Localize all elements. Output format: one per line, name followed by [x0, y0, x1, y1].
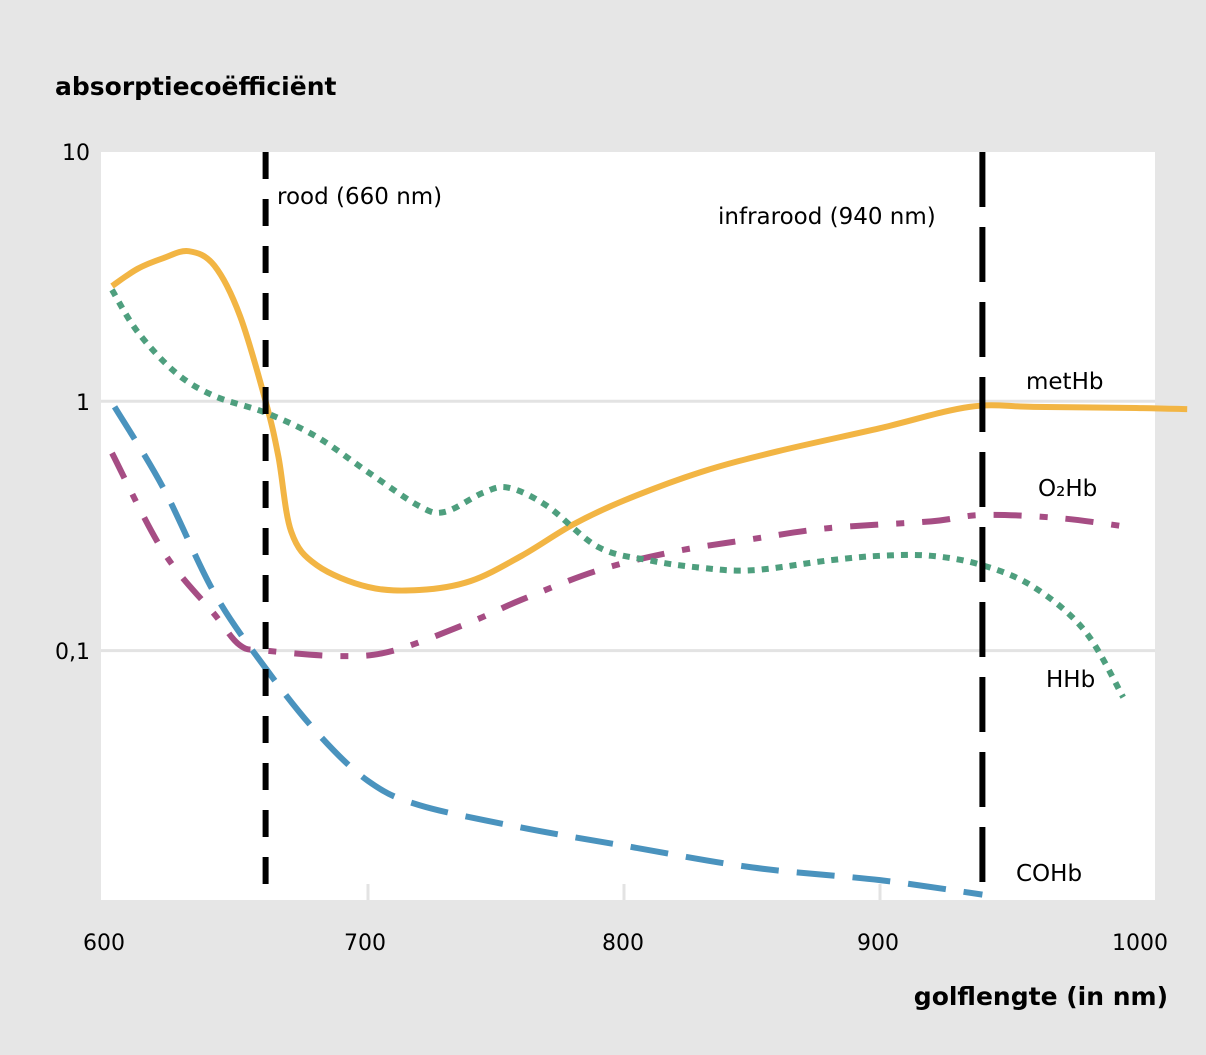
gridlines [101, 399, 1155, 900]
reference-label-infrared: infrarood (940 nm) [718, 204, 936, 230]
x-tick-label: 900 [857, 931, 899, 956]
y-tick-label: 1 [76, 391, 90, 416]
x-axis-title: golflengte (in nm) [914, 982, 1168, 1011]
y-axis-title: absorptiecoëfficiënt [55, 72, 336, 101]
reference-lines [262, 152, 986, 900]
series-line-ohb [109, 451, 1137, 660]
series-label-methb: metHb [1026, 369, 1103, 395]
series-line-cohb [111, 405, 983, 898]
x-tick-label: 600 [83, 931, 125, 956]
plot-area [101, 152, 1155, 900]
y-tick-labels: 10 1 0,1 [55, 141, 90, 665]
x-tick-label: 800 [602, 931, 644, 956]
series-lines [109, 248, 1188, 898]
x-tick-label: 700 [344, 931, 386, 956]
y-tick-label: 10 [62, 141, 90, 166]
y-tick-label: 0,1 [55, 640, 90, 665]
x-tick-labels: 600 700 800 900 1000 [83, 931, 1168, 956]
series-label-o2hb: O₂Hb [1038, 476, 1097, 502]
series-label-cohb: COHb [1016, 861, 1082, 887]
x-tick-label: 1000 [1112, 931, 1168, 956]
series-label-hhb: HHb [1046, 667, 1095, 693]
series-line-methb [110, 248, 1188, 594]
reference-label-red: rood (660 nm) [277, 184, 442, 210]
